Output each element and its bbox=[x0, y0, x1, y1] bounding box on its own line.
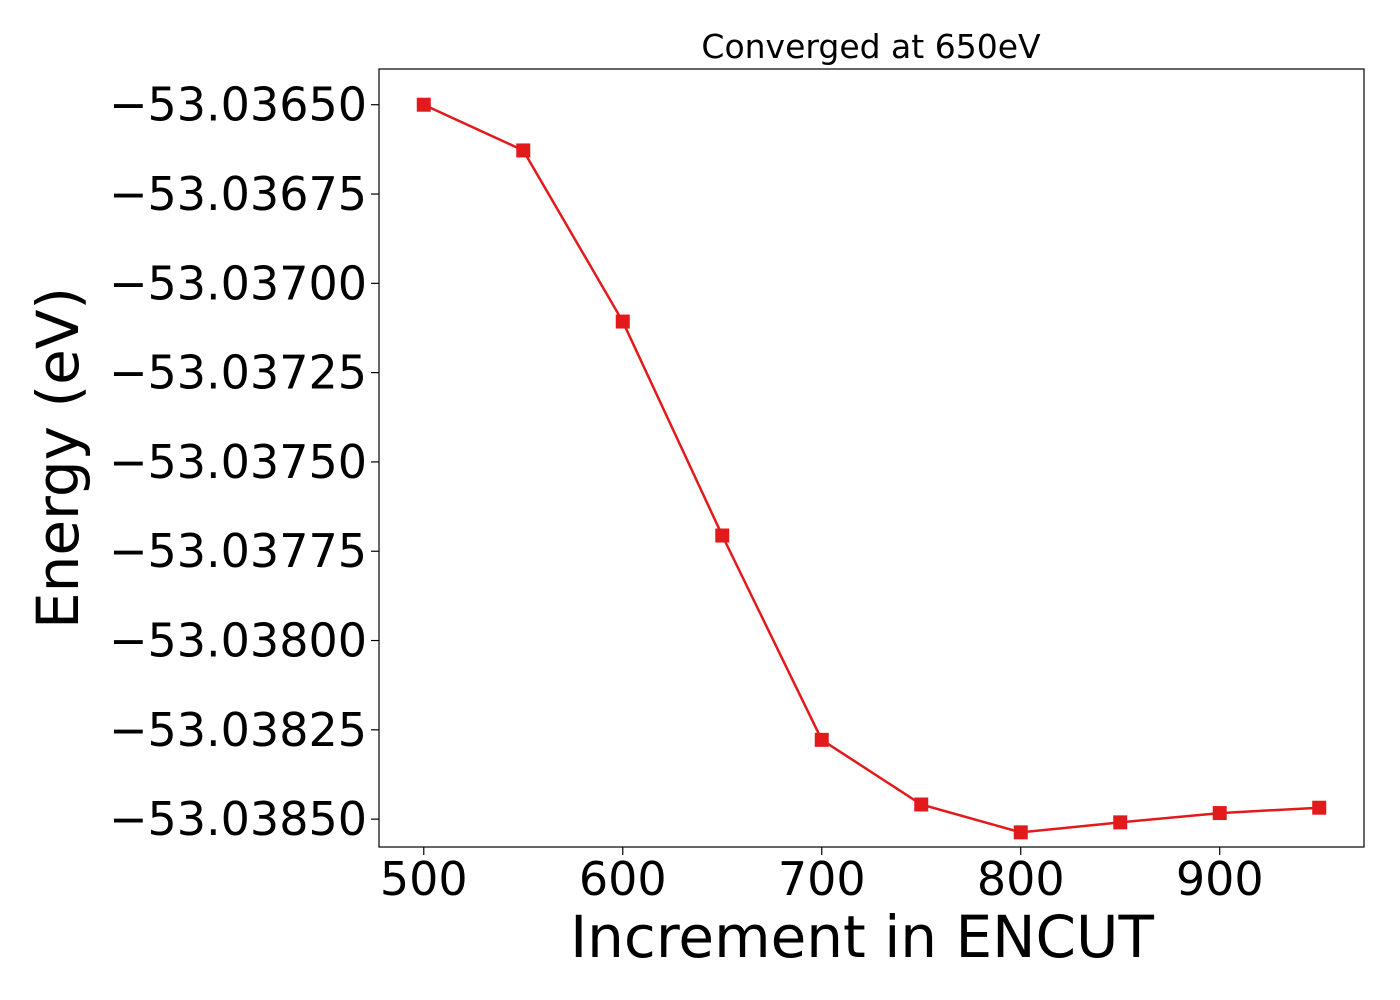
data-point bbox=[615, 314, 630, 329]
data-point bbox=[1312, 800, 1327, 815]
y-axis-title: Energy (eV) bbox=[24, 287, 92, 629]
x-tick-label: 700 bbox=[778, 852, 866, 906]
y-tick-label: −53.03825 bbox=[109, 703, 367, 757]
series-layer bbox=[416, 97, 1327, 840]
plot-frame bbox=[378, 68, 1365, 848]
x-axis: 500 600 700 800 900 bbox=[380, 847, 1264, 906]
x-tick-label: 800 bbox=[977, 852, 1065, 906]
data-point bbox=[1013, 825, 1028, 840]
x-tick-label: 500 bbox=[380, 852, 468, 906]
x-axis-title: Increment in ENCUT bbox=[570, 903, 1154, 971]
x-tick-label: 900 bbox=[1176, 852, 1264, 906]
y-tick-label: −53.03700 bbox=[109, 256, 367, 310]
data-point bbox=[1212, 806, 1227, 821]
y-axis: −53.03650 −53.03675 −53.03700 −53.03725 −53.… bbox=[109, 78, 379, 846]
y-tick-label: −53.03675 bbox=[109, 167, 367, 221]
y-tick-label: −53.03800 bbox=[109, 614, 367, 668]
data-point bbox=[416, 97, 431, 112]
data-point bbox=[814, 732, 829, 747]
y-tick-label: −53.03775 bbox=[109, 524, 367, 578]
y-tick-label: −53.03850 bbox=[109, 792, 367, 846]
data-point bbox=[516, 143, 531, 158]
y-tick-label: −53.03750 bbox=[109, 435, 367, 489]
data-point bbox=[1113, 815, 1128, 830]
series-line bbox=[423, 103, 1320, 834]
y-tick-label: −53.03725 bbox=[109, 346, 367, 400]
data-point bbox=[914, 797, 929, 812]
x-tick-label: 600 bbox=[579, 852, 667, 906]
data-point bbox=[715, 528, 730, 543]
chart-title: Converged at 650eV bbox=[701, 27, 1041, 66]
y-tick-label: −53.03650 bbox=[109, 78, 367, 132]
